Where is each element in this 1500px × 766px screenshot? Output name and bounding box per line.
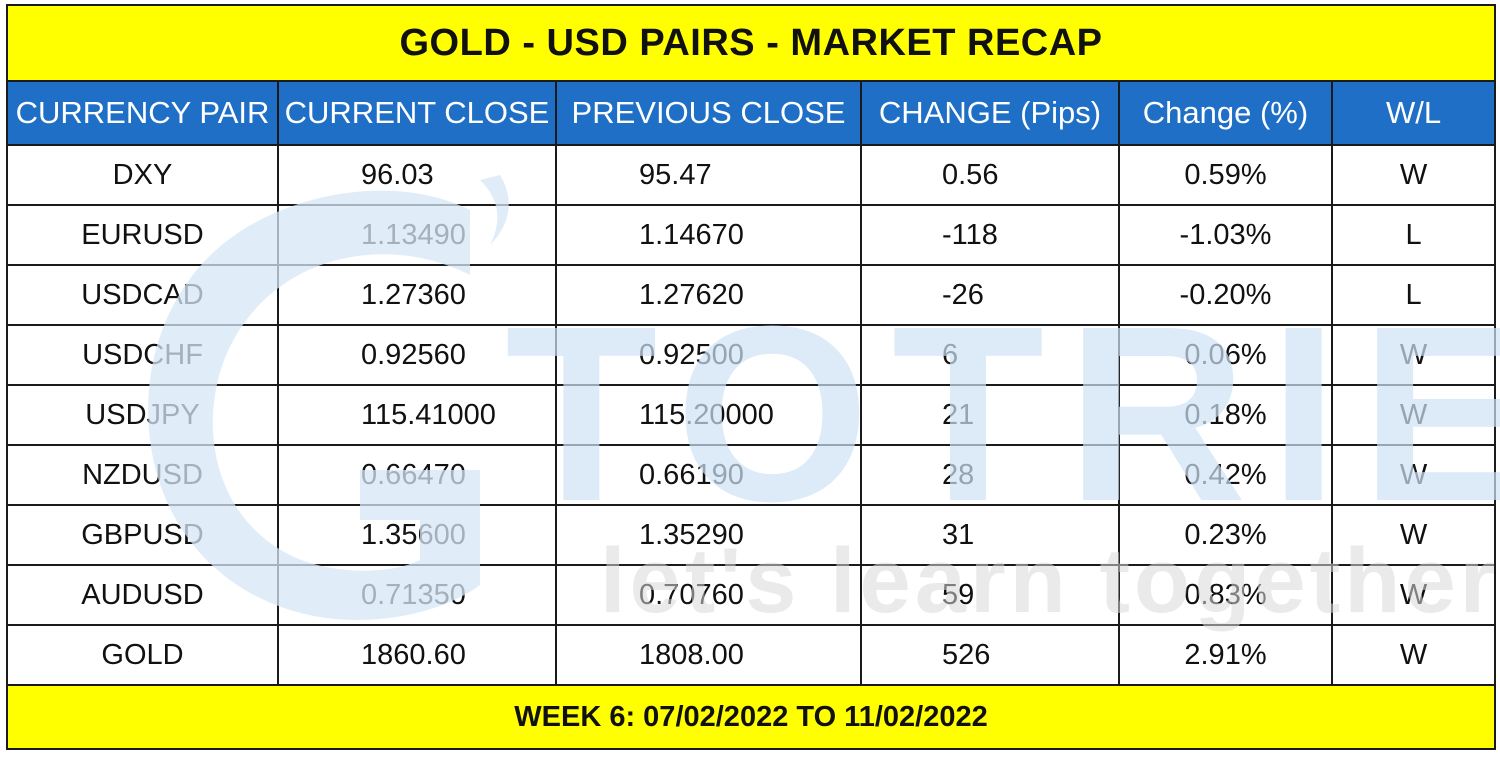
current-close-cell: 0.71350 bbox=[277, 564, 557, 626]
change-percent-cell: 0.23% bbox=[1118, 504, 1333, 566]
change-percent-cell: 0.42% bbox=[1118, 444, 1333, 506]
table-row: USDJPY 115.41000 115.20000 21 0.18% W bbox=[6, 384, 1497, 446]
change-percent-cell: 0.18% bbox=[1118, 384, 1333, 446]
change-pips-cell: -26 bbox=[860, 264, 1120, 326]
currency-pair-cell: NZDUSD bbox=[6, 444, 279, 506]
previous-close-cell: 115.20000 bbox=[555, 384, 862, 446]
currency-pair-cell: AUDUSD bbox=[6, 564, 279, 626]
current-close-cell: 0.92560 bbox=[277, 324, 557, 386]
currency-pair-cell: USDJPY bbox=[6, 384, 279, 446]
previous-close-cell: 0.70760 bbox=[555, 564, 862, 626]
previous-close-cell: 0.66190 bbox=[555, 444, 862, 506]
currency-pair-cell: DXY bbox=[6, 144, 279, 206]
column-header-change-pips: CHANGE (Pips) bbox=[860, 80, 1120, 146]
current-close-cell: 1.13490 bbox=[277, 204, 557, 266]
previous-close-cell: 1808.00 bbox=[555, 624, 862, 686]
table-row: NZDUSD 0.66470 0.66190 28 0.42% W bbox=[6, 444, 1497, 506]
current-close-cell: 0.66470 bbox=[277, 444, 557, 506]
change-pips-cell: -118 bbox=[860, 204, 1120, 266]
win-loss-cell: L bbox=[1330, 264, 1497, 326]
column-header-previous-close: PREVIOUS CLOSE bbox=[555, 80, 862, 146]
column-header-change-percent: Change (%) bbox=[1118, 80, 1333, 146]
column-header-win-loss: W/L bbox=[1330, 80, 1497, 146]
change-pips-cell: 6 bbox=[860, 324, 1120, 386]
win-loss-cell: W bbox=[1330, 444, 1497, 506]
currency-pair-cell: USDCAD bbox=[6, 264, 279, 326]
change-pips-cell: 0.56 bbox=[860, 144, 1120, 206]
change-percent-cell: -1.03% bbox=[1118, 204, 1333, 266]
win-loss-cell: W bbox=[1330, 564, 1497, 626]
column-header-current-close: CURRENT CLOSE bbox=[277, 80, 557, 146]
table-row: USDCHF 0.92560 0.92500 6 0.06% W bbox=[6, 324, 1497, 386]
previous-close-cell: 0.92500 bbox=[555, 324, 862, 386]
previous-close-cell: 1.35290 bbox=[555, 504, 862, 566]
table-title: GOLD - USD PAIRS - MARKET RECAP bbox=[5, 4, 1497, 82]
table-row: EURUSD 1.13490 1.14670 -118 -1.03% L bbox=[6, 204, 1497, 266]
table-row: USDCAD 1.27360 1.27620 -26 -0.20% L bbox=[6, 264, 1497, 326]
title-row: GOLD - USD PAIRS - MARKET RECAP bbox=[5, 4, 1497, 82]
win-loss-cell: W bbox=[1330, 384, 1497, 446]
table-row: GBPUSD 1.35600 1.35290 31 0.23% W bbox=[6, 504, 1497, 566]
previous-close-cell: 95.47 bbox=[555, 144, 862, 206]
footer-row: WEEK 6: 07/02/2022 TO 11/02/2022 bbox=[5, 684, 1497, 750]
currency-pair-cell: EURUSD bbox=[6, 204, 279, 266]
change-pips-cell: 21 bbox=[860, 384, 1120, 446]
previous-close-cell: 1.14670 bbox=[555, 204, 862, 266]
change-pips-cell: 526 bbox=[860, 624, 1120, 686]
current-close-cell: 115.41000 bbox=[277, 384, 557, 446]
current-close-cell: 1.27360 bbox=[277, 264, 557, 326]
currency-pair-cell: USDCHF bbox=[6, 324, 279, 386]
change-percent-cell: 0.59% bbox=[1118, 144, 1333, 206]
column-header-currency-pair: CURRENCY PAIR bbox=[6, 80, 279, 146]
change-percent-cell: -0.20% bbox=[1118, 264, 1333, 326]
table-row: AUDUSD 0.71350 0.70760 59 0.83% W bbox=[6, 564, 1497, 626]
change-percent-cell: 0.83% bbox=[1118, 564, 1333, 626]
current-close-cell: 1.35600 bbox=[277, 504, 557, 566]
currency-pair-cell: GOLD bbox=[6, 624, 279, 686]
change-pips-cell: 28 bbox=[860, 444, 1120, 506]
win-loss-cell: W bbox=[1330, 624, 1497, 686]
win-loss-cell: L bbox=[1330, 204, 1497, 266]
current-close-cell: 1860.60 bbox=[277, 624, 557, 686]
currency-pair-cell: GBPUSD bbox=[6, 504, 279, 566]
current-close-cell: 96.03 bbox=[277, 144, 557, 206]
header-row: CURRENCY PAIR CURRENT CLOSE PREVIOUS CLO… bbox=[6, 80, 1497, 146]
change-percent-cell: 0.06% bbox=[1118, 324, 1333, 386]
market-recap-table: GOLD - USD PAIRS - MARKET RECAP CURRENCY… bbox=[5, 4, 1497, 750]
week-range-footer: WEEK 6: 07/02/2022 TO 11/02/2022 bbox=[5, 684, 1497, 750]
table-row: DXY 96.03 95.47 0.56 0.59% W bbox=[6, 144, 1497, 206]
table-row: GOLD 1860.60 1808.00 526 2.91% W bbox=[6, 624, 1497, 686]
previous-close-cell: 1.27620 bbox=[555, 264, 862, 326]
win-loss-cell: W bbox=[1330, 144, 1497, 206]
change-pips-cell: 59 bbox=[860, 564, 1120, 626]
change-pips-cell: 31 bbox=[860, 504, 1120, 566]
win-loss-cell: W bbox=[1330, 324, 1497, 386]
change-percent-cell: 2.91% bbox=[1118, 624, 1333, 686]
win-loss-cell: W bbox=[1330, 504, 1497, 566]
